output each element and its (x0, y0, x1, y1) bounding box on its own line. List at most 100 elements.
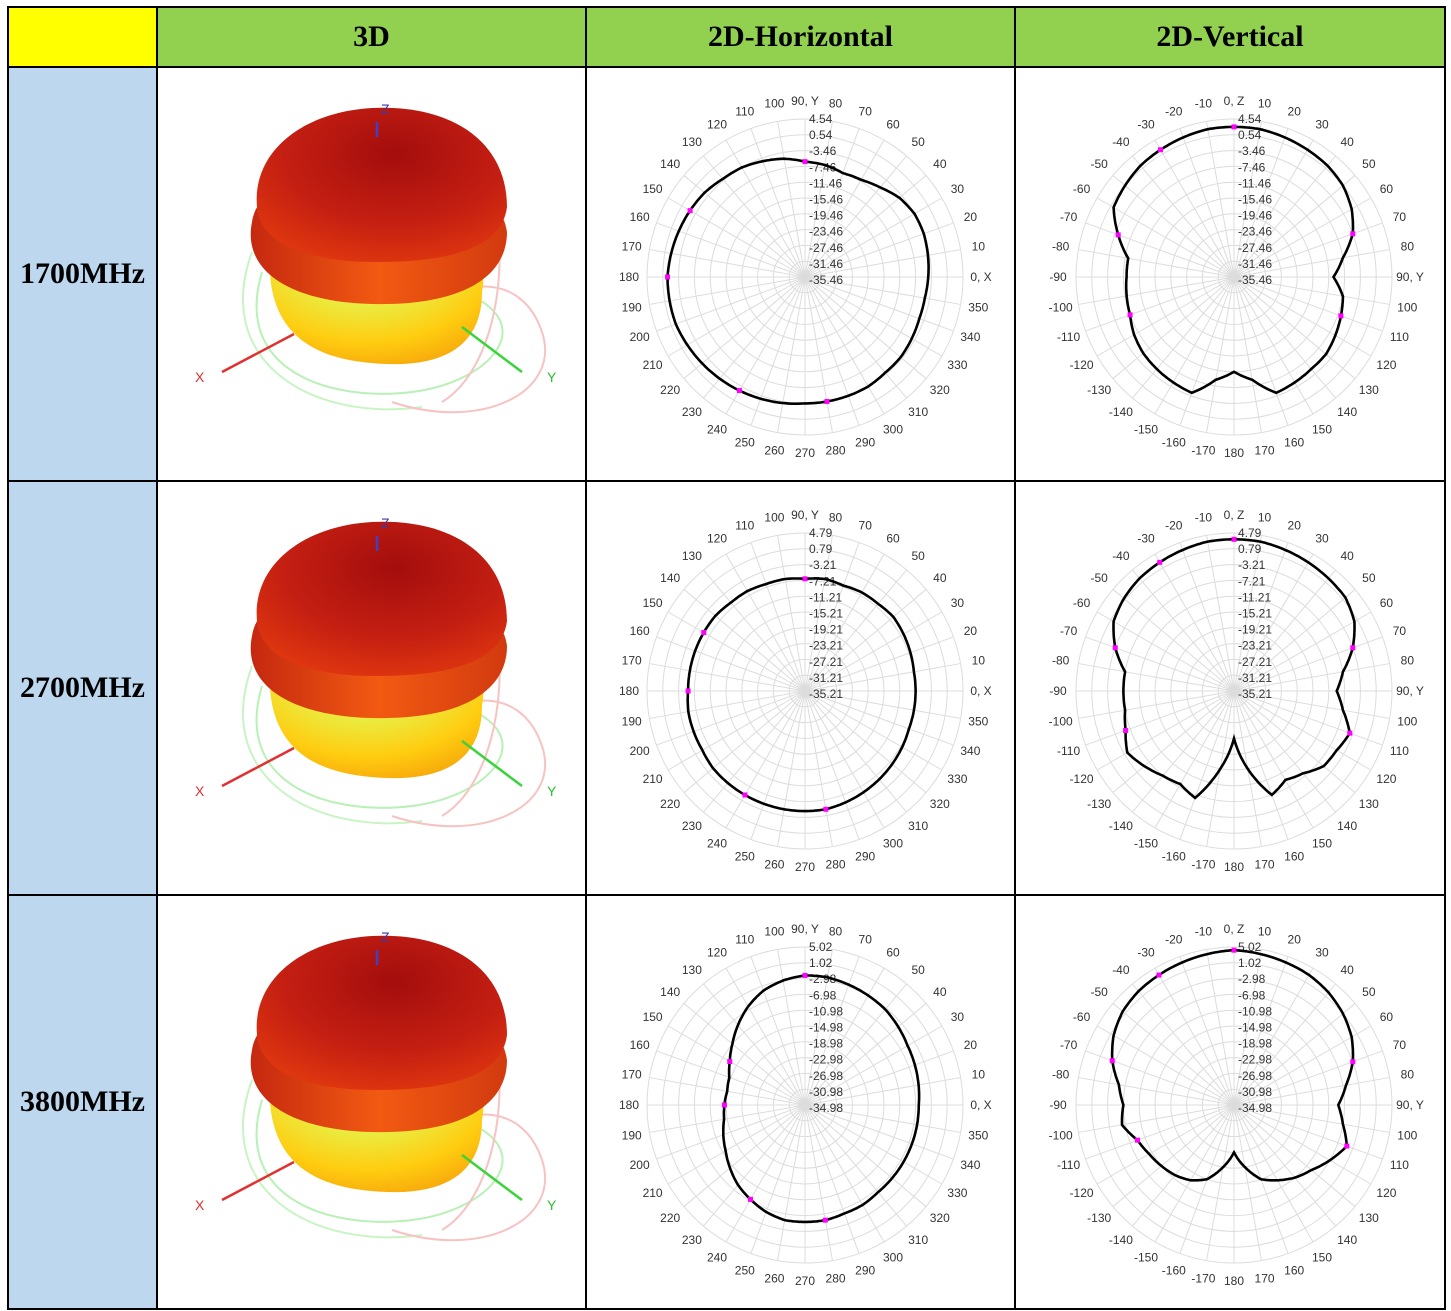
angle-label: -70 (1060, 623, 1078, 637)
angle-label: 100 (764, 924, 784, 938)
pattern-3d-svg: X Y Z (195, 929, 557, 1241)
angle-label: -110 (1057, 330, 1080, 344)
angle-label: 150 (1312, 836, 1332, 850)
angle-label: 100 (1397, 714, 1417, 728)
angle-label: -40 (1112, 963, 1130, 977)
angle-label: 140 (660, 156, 680, 170)
angle-label: 350 (968, 714, 988, 728)
angle-label: 110 (1390, 330, 1409, 344)
header-2d-horizontal: 2D-Horizontal (585, 6, 1016, 68)
scale-label: -14.98 (809, 1020, 843, 1034)
angle-label: 170 (621, 1067, 641, 1081)
angle-label: 180 (618, 684, 638, 698)
angle-label: -130 (1087, 797, 1111, 811)
angle-label: 350 (968, 1128, 988, 1142)
polar-vertical-svg: 0, Z 10 20 30 40 50 60 70 80 90, Y 100 110 120 130140… (1049, 94, 1424, 460)
angle-label: 110 (735, 518, 754, 532)
angle-label: 0, Z (1224, 508, 1245, 522)
scale-label: -11.46 (809, 176, 842, 190)
pattern-marker (1158, 146, 1164, 152)
angle-label: 270 (794, 446, 814, 460)
scale-label: -10.98 (809, 1004, 843, 1018)
pattern-3d-cell: X Y Z (156, 480, 587, 896)
angle-label: 110 (1390, 744, 1409, 758)
pattern-marker (1350, 1058, 1356, 1064)
polar-grid (646, 946, 963, 1263)
angle-label: 0, Z (1224, 94, 1245, 108)
angle-label: 40 (933, 156, 947, 170)
pattern-marker (1134, 1137, 1140, 1143)
pattern-marker (741, 791, 747, 797)
angle-label: 230 (681, 818, 701, 832)
angle-label: 0, X (970, 270, 991, 284)
axes (220, 535, 523, 787)
angle-label: 160 (1284, 1263, 1304, 1277)
scale-label: -31.46 (809, 256, 843, 270)
angle-label: 120 (1376, 772, 1396, 786)
pattern-marker (1109, 1057, 1115, 1063)
angle-label: 320 (929, 383, 949, 397)
pattern-horizontal-cell: 0, X 10 20 30 40 50 60 70 80 90, Y 100 110 120 130 140… (585, 480, 1016, 896)
angle-label: -140 (1109, 404, 1133, 418)
angle-label: 30 (1315, 945, 1329, 959)
scale-label: -35.46 (1238, 273, 1272, 287)
angle-label: 270 (794, 860, 814, 874)
angle-label: 130 (1359, 383, 1379, 397)
angle-label: -170 (1191, 857, 1215, 871)
scale-label: -3.46 (809, 144, 837, 158)
pattern-vertical-cell: 0, Z 10 20 30 40 50 60 70 80 90, Y 100 110 120 130 140… (1014, 66, 1446, 482)
scale-label: -35.21 (1238, 687, 1272, 701)
y-axis-line (460, 1153, 523, 1201)
pattern-marker (685, 688, 691, 693)
angle-label: 60 (1380, 182, 1394, 196)
scale-label: -34.98 (809, 1101, 843, 1115)
freq-cell: 1700MHz (7, 66, 158, 482)
angle-label: 220 (660, 383, 680, 397)
pattern-marker (802, 158, 807, 164)
angle-label: 300 (882, 422, 902, 436)
angle-label: 190 (621, 1128, 641, 1142)
angle-label: -60 (1073, 1010, 1091, 1024)
angle-label: 220 (660, 1211, 680, 1225)
angle-label: 10 (1258, 510, 1272, 524)
scale-label: 4.54 (809, 112, 833, 126)
angle-label: 20 (1288, 932, 1302, 946)
scale-label: -3.21 (1238, 558, 1266, 572)
angle-label: -120 (1070, 358, 1094, 372)
angle-label: 0, X (970, 1098, 991, 1112)
angle-label: 250 (734, 1263, 754, 1277)
angle-label: 140 (660, 984, 680, 998)
scale-label: -19.21 (809, 622, 843, 636)
pattern-marker (664, 274, 670, 279)
scale-label: -26.98 (1238, 1068, 1272, 1082)
angle-label: 70 (1393, 1037, 1407, 1051)
angle-label: -40 (1112, 135, 1130, 149)
pattern-marker (1338, 312, 1344, 318)
angle-label: 70 (1393, 623, 1407, 637)
angle-label: 180 (1224, 1274, 1244, 1288)
freq-cell: 2700MHz (7, 480, 158, 896)
angle-label: 340 (960, 1158, 980, 1172)
angle-label: 190 (621, 714, 641, 728)
angle-label: 70 (858, 104, 872, 118)
angle-label: 160 (629, 623, 649, 637)
pattern-marker (1112, 644, 1118, 650)
pattern-marker (1231, 947, 1237, 953)
angle-label: 330 (947, 358, 967, 372)
angle-label: -40 (1112, 549, 1130, 563)
z-axis-letter: Z (381, 515, 390, 531)
angle-label: -60 (1073, 182, 1091, 196)
angle-label: 20 (1288, 104, 1302, 118)
y-axis-line (460, 325, 523, 373)
angle-label: 120 (706, 945, 726, 959)
header-2d-vertical: 2D-Vertical (1014, 6, 1446, 68)
angle-label: 90, Y (791, 508, 819, 522)
pattern-vertical-cell: 0, Z 10 20 30 40 50 60 70 80 90, Y 100 110 120 130 140… (1014, 480, 1446, 896)
angle-label: 270 (794, 1274, 814, 1288)
angle-label: 170 (1255, 857, 1275, 871)
angle-label: 30 (950, 182, 964, 196)
scale-label: 1.02 (809, 956, 833, 970)
polar-horizontal-figure: 0, X 10 20 30 40 50 60 70 80 90, Y 100 110 120 130 140… (587, 491, 1014, 886)
